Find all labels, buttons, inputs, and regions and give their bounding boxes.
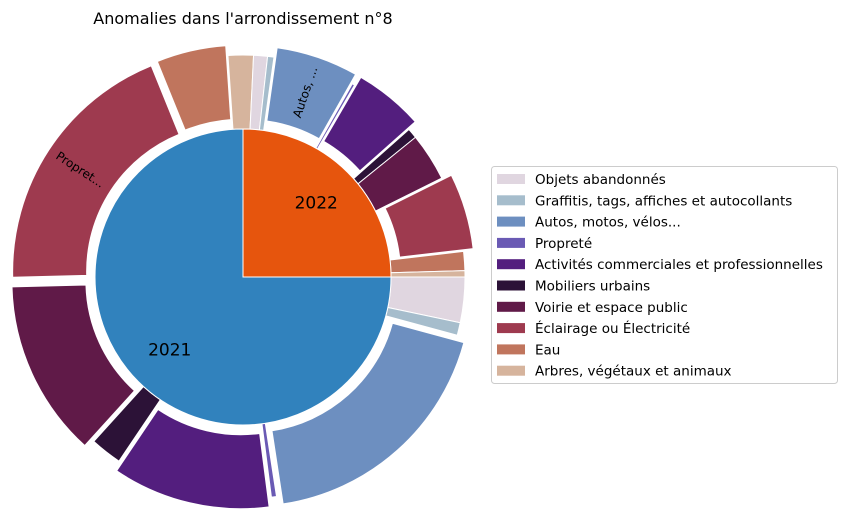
legend-swatch-autos-motos-velos bbox=[497, 216, 525, 227]
legend-swatch-graffitis-tags-affiches-et-autocollants bbox=[497, 195, 525, 206]
inner-label-2022: 2022 bbox=[295, 194, 338, 214]
legend-frame bbox=[491, 166, 838, 384]
legend-label-eau: Eau bbox=[535, 342, 560, 358]
legend-label-arbres-vegetaux-et-animaux: Arbres, végétaux et animaux bbox=[535, 364, 732, 380]
outer-slice-2022-eclairage-ou-electricite bbox=[384, 174, 474, 258]
outer-slice-2022-autos-motos-velos bbox=[266, 47, 357, 140]
outer-slice-2021-arbres-vegetaux-et-animaux bbox=[227, 54, 255, 130]
outer-slice-2021-voirie-et-espace-public bbox=[11, 284, 136, 447]
outer-slice-2021-activites-commerciales-et-professionnelles bbox=[115, 408, 270, 510]
legend-swatch-eau bbox=[497, 344, 525, 355]
outer-slice-2022-activites-commerciales-et-professionnelles bbox=[323, 76, 416, 172]
legend-label-autos-motos-velos: Autos, motos, vélos... bbox=[535, 215, 681, 231]
inner-label-2021: 2021 bbox=[148, 340, 191, 360]
legend-label-activites-commerciales-et-professionnelles: Activités commerciales et professionnell… bbox=[535, 257, 823, 273]
legend-swatch-voirie-et-espace-public bbox=[497, 301, 525, 312]
legend-label-voirie-et-espace-public: Voirie et espace public bbox=[535, 300, 688, 316]
legend-swatch-mobiliers-urbains bbox=[497, 280, 525, 291]
legend-label-eclairage-ou-electricite: Éclairage ou Électricité bbox=[535, 320, 690, 337]
legend-swatch-objets-abandonnes bbox=[497, 174, 525, 184]
chart-title: Anomalies dans l'arrondissement n°8 bbox=[93, 9, 392, 28]
outer-slice-2021-eau bbox=[156, 45, 232, 131]
legend-swatch-proprete bbox=[497, 237, 525, 248]
legend: Objets abandonnés Graffitis, tags, affich… bbox=[491, 166, 838, 384]
inner-slice-2022 bbox=[242, 128, 392, 278]
outer-slice-2021-eclairage-ou-electricite bbox=[12, 65, 180, 278]
legend-swatch-eclairage-ou-electricite bbox=[497, 323, 525, 334]
legend-swatch-activites-commerciales-et-professionnelles bbox=[497, 259, 525, 270]
outer-slice-2021-autos-motos-velos bbox=[271, 322, 465, 505]
outer-ring bbox=[11, 45, 474, 510]
legend-label-graffitis-tags-affiches-et-autocollants: Graffitis, tags, affiches et autocollant… bbox=[535, 193, 792, 209]
legend-label-objets-abandonnes: Objets abandonnés bbox=[535, 172, 666, 188]
legend-label-mobiliers-urbains: Mobiliers urbains bbox=[535, 279, 650, 295]
legend-swatch-arbres-vegetaux-et-animaux bbox=[497, 365, 525, 376]
inner-pie: 2021 2022 bbox=[94, 128, 392, 426]
legend-label-proprete: Propreté bbox=[535, 236, 592, 252]
